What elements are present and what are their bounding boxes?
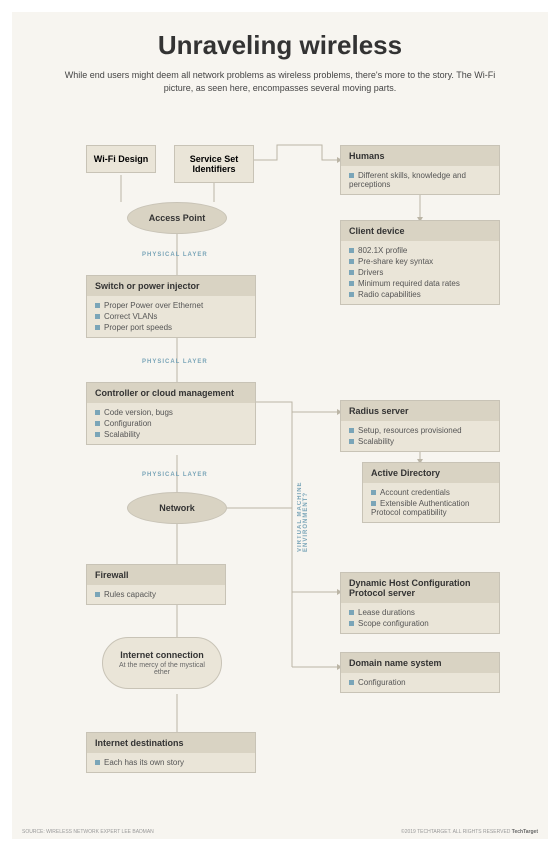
node-destinations: Internet destinations Each has its own s… xyxy=(86,732,256,773)
node-title: Internet destinations xyxy=(87,733,255,753)
node-ssid: Service Set Identifiers xyxy=(174,145,254,183)
node-title: Service Set Identifiers xyxy=(190,154,239,174)
node-body: Setup, resources provisioned Scalability xyxy=(341,421,499,451)
node-wifi-design: Wi-Fi Design xyxy=(86,145,156,173)
node-dhcp: Dynamic Host Configuration Protocol serv… xyxy=(340,572,500,634)
page-title: Unraveling wireless xyxy=(12,30,548,61)
node-title: Domain name system xyxy=(341,653,499,673)
node-body: 802.1X profile Pre-share key syntax Driv… xyxy=(341,241,499,304)
node-title: Access Point xyxy=(149,213,206,223)
node-body: Proper Power over Ethernet Correct VLANs… xyxy=(87,296,255,337)
node-title: Controller or cloud management xyxy=(87,383,255,403)
node-radius: Radius server Setup, resources provision… xyxy=(340,400,500,452)
footer-copyright: ©2019 TECHTARGET. ALL RIGHTS RESERVED xyxy=(401,829,510,835)
footer-logo: TechTarget xyxy=(512,829,538,835)
node-title: Dynamic Host Configuration Protocol serv… xyxy=(341,573,499,603)
node-body: Configuration xyxy=(341,673,499,692)
node-body: Code version, bugs Configuration Scalabi… xyxy=(87,403,255,444)
node-body: Different skills, knowledge and percepti… xyxy=(341,166,499,194)
node-switch: Switch or power injector Proper Power ov… xyxy=(86,275,256,338)
page-subtitle: While end users might deem all network p… xyxy=(62,69,498,94)
node-title: Client device xyxy=(341,221,499,241)
node-firewall: Firewall Rules capacity xyxy=(86,564,226,605)
node-title: Wi-Fi Design xyxy=(94,154,148,164)
label-virtual-machine: VIRTUAL MACHINE ENVIRONMENT? xyxy=(297,432,309,552)
node-network: Network xyxy=(127,492,227,524)
node-controller: Controller or cloud management Code vers… xyxy=(86,382,256,445)
node-title: Switch or power injector xyxy=(87,276,255,296)
node-internet: Internet connection At the mercy of the … xyxy=(102,637,222,689)
node-humans: Humans Different skills, knowledge and p… xyxy=(340,145,500,195)
node-access-point: Access Point xyxy=(127,202,227,234)
node-title: Network xyxy=(159,503,195,513)
node-title: Internet connection xyxy=(111,650,213,660)
node-body: Rules capacity xyxy=(87,585,225,604)
node-title: Firewall xyxy=(87,565,225,585)
label-physical-3: PHYSICAL LAYER xyxy=(142,472,208,478)
node-title: Active Directory xyxy=(363,463,499,483)
page: Unraveling wireless While end users migh… xyxy=(0,0,560,851)
node-body: Lease durations Scope configuration xyxy=(341,603,499,633)
node-body: Each has its own story xyxy=(87,753,255,772)
node-body: Account credentials Extensible Authentic… xyxy=(363,483,499,522)
footer: SOURCE: WIRELESS NETWORK EXPERT LEE BADM… xyxy=(22,829,538,835)
node-subtitle: At the mercy of the mystical ether xyxy=(111,662,213,676)
label-physical-2: PHYSICAL LAYER xyxy=(142,359,208,365)
node-title: Radius server xyxy=(341,401,499,421)
node-active-directory: Active Directory Account credentials Ext… xyxy=(362,462,500,523)
footer-source: SOURCE: WIRELESS NETWORK EXPERT LEE BADM… xyxy=(22,829,154,835)
node-dns: Domain name system Configuration xyxy=(340,652,500,693)
node-title: Humans xyxy=(341,146,499,166)
node-client-device: Client device 802.1X profile Pre-share k… xyxy=(340,220,500,305)
label-physical-1: PHYSICAL LAYER xyxy=(142,252,208,258)
